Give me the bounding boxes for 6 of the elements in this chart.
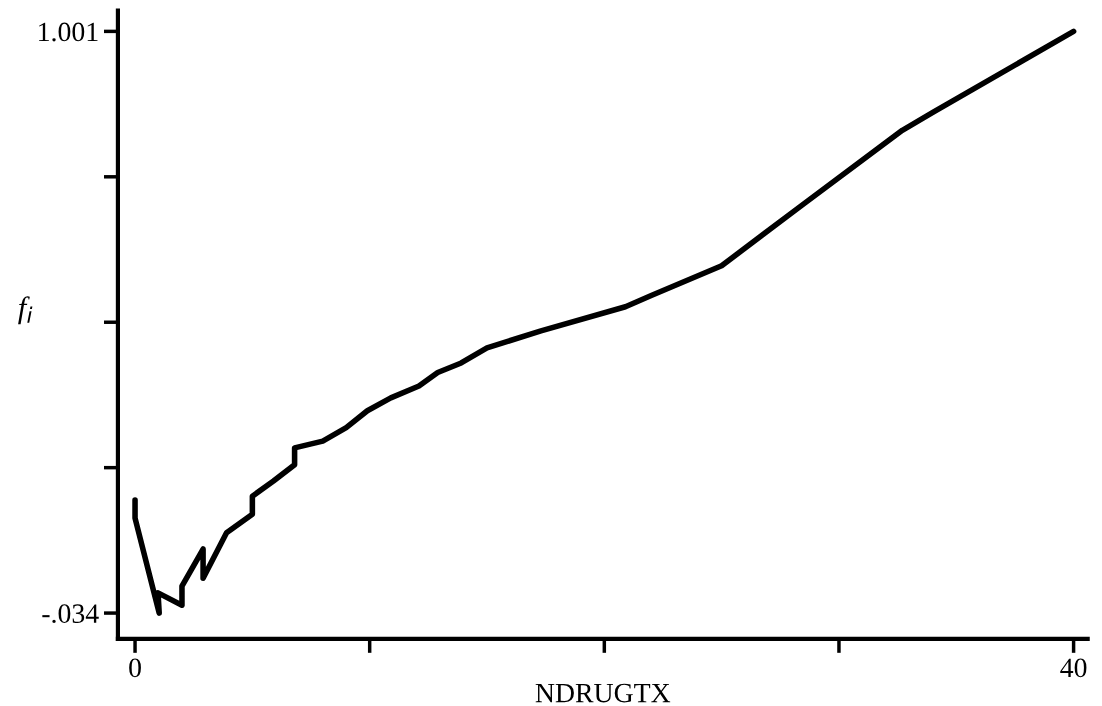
x-tick-label: 0 xyxy=(129,658,141,678)
y-tick-label: 1.001 xyxy=(39,22,98,42)
y-tick-label: -.034 xyxy=(42,604,99,624)
x-axis-title: NDRUGTX xyxy=(535,683,671,703)
y-axis-title: f$_{i}$ xyxy=(18,296,33,325)
x-tick-label: 40 xyxy=(1060,658,1087,678)
